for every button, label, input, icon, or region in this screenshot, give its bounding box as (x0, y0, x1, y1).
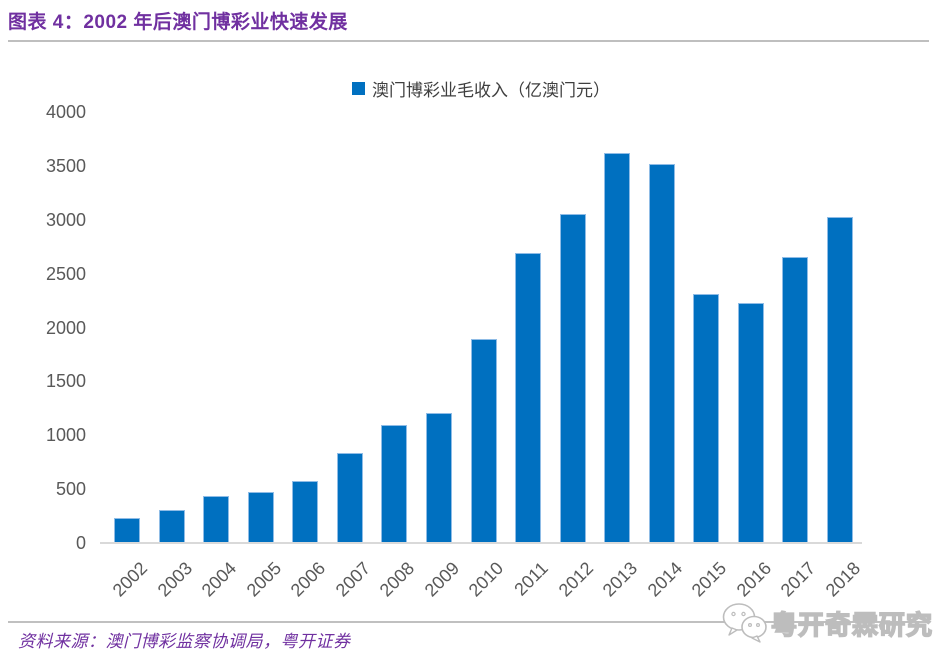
x-tick-label: 2006 (287, 558, 330, 601)
brand-watermark: 粤开奇霖研究 (721, 601, 933, 645)
y-tick-label: 1500 (45, 371, 86, 392)
bar-2018 (826, 217, 853, 543)
y-tick-label: 0 (75, 533, 86, 553)
bar-2004 (203, 496, 230, 543)
bar-2002 (114, 518, 141, 543)
x-tick-label: 2010 (465, 558, 508, 601)
x-tick-label: 2008 (376, 558, 419, 601)
x-tick-label: 2007 (331, 558, 375, 601)
legend-label: 澳门博彩业毛收入（亿澳门元） (372, 81, 610, 100)
x-axis-line (100, 542, 862, 544)
x-tick-label: 2014 (643, 558, 686, 601)
chart-legend: 澳门博彩业毛收入（亿澳门元） (100, 76, 862, 101)
y-tick-label: 1000 (45, 425, 86, 446)
bar-2003 (158, 510, 185, 543)
bar-2013 (604, 153, 631, 543)
bar-2005 (247, 492, 274, 543)
x-tick-label: 2018 (821, 558, 864, 601)
bar-2006 (292, 481, 319, 543)
y-tick-label: 3000 (45, 209, 86, 230)
source-note: 资料来源：澳门博彩监察协调局，粤开证券 (18, 632, 351, 651)
bar-2014 (648, 164, 675, 543)
plot-area (105, 112, 862, 543)
x-tick-label: 2013 (598, 558, 642, 601)
y-tick-label: 2500 (45, 263, 86, 284)
x-tick-label: 2017 (776, 558, 820, 601)
y-tick-label: 4000 (45, 102, 86, 122)
bar-2012 (559, 214, 586, 543)
x-tick-label: 2005 (242, 558, 286, 601)
x-tick-label: 2011 (510, 558, 553, 600)
x-tick-label: 2015 (687, 558, 731, 601)
bar-2015 (693, 294, 720, 543)
chart-title: 图表 4：2002 年后澳门博彩业快速发展 (8, 12, 348, 33)
x-tick-label: 2003 (153, 558, 196, 601)
title-separator (8, 40, 929, 42)
bar-2011 (515, 253, 542, 543)
x-tick-label: 2012 (554, 558, 597, 601)
y-axis: 0 500 1000 1500 2000 2500 3000 3500 4000 (0, 102, 86, 553)
bar-2009 (425, 413, 452, 543)
bar-2017 (782, 257, 809, 543)
x-tick-label: 2004 (198, 558, 241, 601)
watermark-text: 粤开奇霖研究 (770, 609, 933, 641)
bar-2007 (336, 453, 363, 543)
bar-2008 (381, 425, 408, 543)
x-tick-label: 2016 (732, 558, 775, 601)
x-tick-label: 2002 (108, 558, 152, 601)
x-tick-label: 2009 (420, 558, 464, 601)
y-tick-label: 2000 (45, 317, 86, 338)
y-tick-label: 500 (55, 479, 86, 500)
bar-2010 (470, 339, 497, 543)
footer-separator (8, 621, 929, 623)
bar-2016 (737, 303, 764, 543)
legend-swatch-icon (352, 82, 365, 95)
wechat-icon (722, 603, 767, 643)
y-tick-label: 3500 (45, 155, 86, 176)
